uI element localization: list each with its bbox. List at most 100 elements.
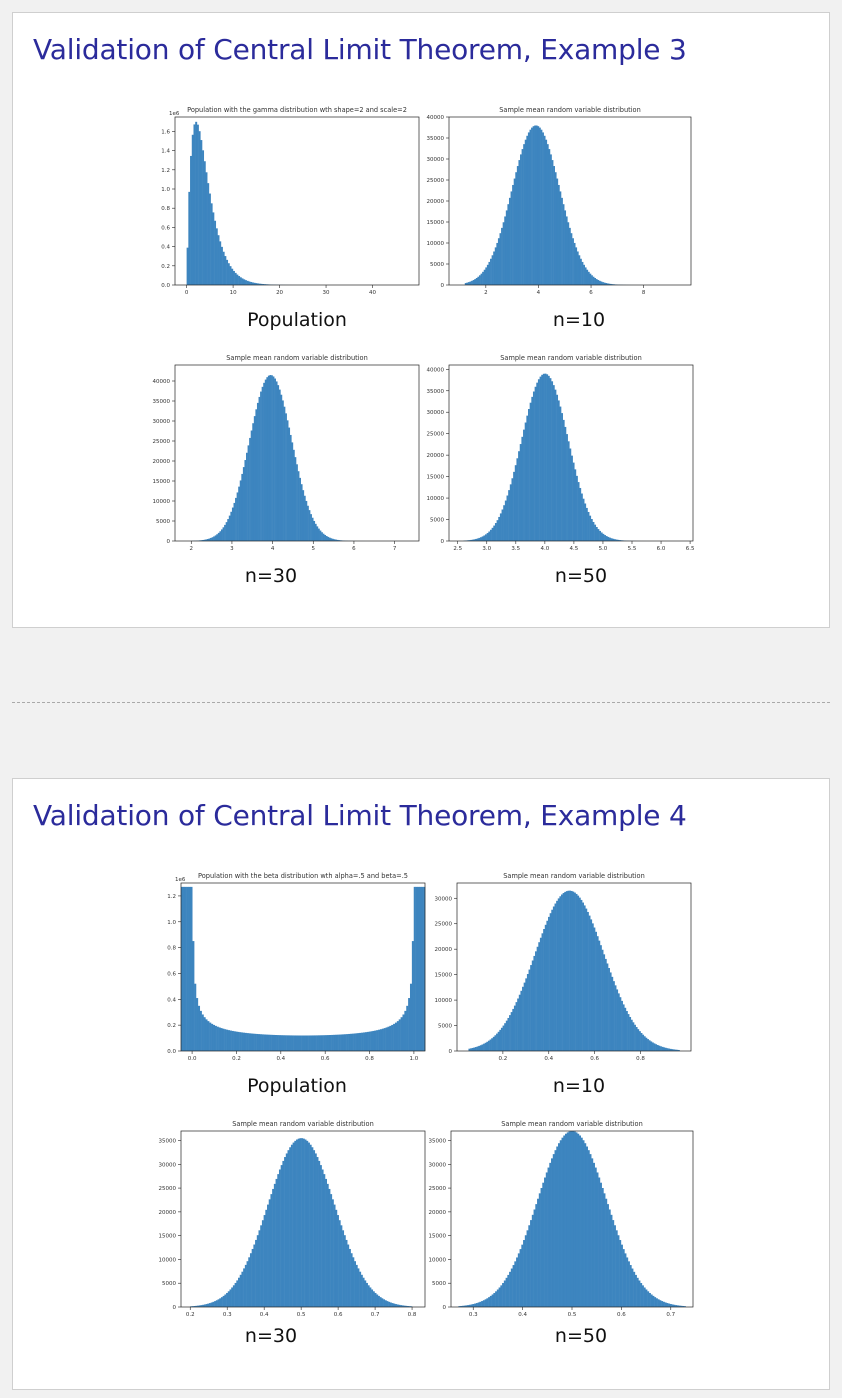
histogram-bar xyxy=(488,261,491,285)
histogram-bar xyxy=(369,1287,372,1307)
histogram-bar xyxy=(526,135,529,285)
histogram-bar xyxy=(556,900,559,1051)
histogram-bar xyxy=(458,1306,461,1307)
y-tick-label: 25000 xyxy=(435,922,453,928)
histogram-bar xyxy=(668,1048,671,1051)
histogram-bar xyxy=(528,408,530,541)
histogram-bar xyxy=(219,531,222,541)
histogram-bar xyxy=(193,1306,196,1307)
histogram-bar xyxy=(362,1277,365,1307)
histogram-bar xyxy=(466,282,469,285)
histogram-bar xyxy=(344,1034,347,1051)
histogram-bar xyxy=(600,532,603,541)
y-tick-label: 10000 xyxy=(435,998,453,1004)
histogram-bar xyxy=(264,379,267,541)
histogram-bar xyxy=(296,1139,298,1307)
histogram-bar xyxy=(617,539,620,541)
histogram-bar xyxy=(504,500,507,541)
x-tick-label: 3.0 xyxy=(482,546,491,552)
histogram-bar xyxy=(327,536,330,541)
histogram-bar xyxy=(260,1225,263,1307)
histogram-bar xyxy=(669,1304,672,1307)
chart-title: Population with the beta distribution wt… xyxy=(198,872,408,880)
histogram-bar xyxy=(235,497,237,541)
histogram-bar xyxy=(381,1028,384,1051)
histogram-bar xyxy=(554,389,557,541)
y-tick-label: 15000 xyxy=(153,479,171,485)
histogram-bar xyxy=(372,1030,375,1051)
histogram-bar xyxy=(473,539,476,541)
histogram-bar xyxy=(214,1025,217,1051)
histogram-bar xyxy=(211,1023,214,1051)
histogram-bar xyxy=(319,530,322,541)
histogram-bar xyxy=(556,394,559,541)
histogram-bar xyxy=(567,890,570,1051)
histogram-bar xyxy=(523,982,526,1051)
chart-beta-sample-mean-n10: Sample mean random variable distribution… xyxy=(421,867,693,1065)
histogram-bar xyxy=(500,1285,503,1307)
x-tick-label: 0.2 xyxy=(499,1056,508,1062)
histogram-bar xyxy=(186,886,189,1051)
histogram-bar xyxy=(589,1154,592,1307)
histogram-bar xyxy=(509,484,512,541)
histogram-bar xyxy=(533,1209,536,1307)
histogram-bar xyxy=(227,263,230,285)
histogram-bar xyxy=(572,1131,574,1307)
histogram-bar xyxy=(241,278,244,285)
histogram-bar xyxy=(481,1044,484,1051)
histogram-bar xyxy=(267,375,270,541)
histogram-bar xyxy=(602,533,605,541)
histogram-bar xyxy=(383,1028,386,1051)
histogram-bar xyxy=(335,1209,338,1307)
histogram-bar xyxy=(599,1182,602,1307)
histogram-bar xyxy=(236,492,239,541)
histogram-bar xyxy=(219,241,222,285)
histogram-bar xyxy=(595,931,597,1051)
x-tick-label: 2.5 xyxy=(453,546,462,552)
histogram-bar xyxy=(258,1230,261,1307)
histogram-bar xyxy=(261,1034,264,1051)
histogram-bar xyxy=(340,1225,343,1307)
histogram-bar xyxy=(220,529,223,541)
histogram-bar xyxy=(209,1022,212,1051)
histogram-bar xyxy=(386,1301,389,1307)
histogram-bar xyxy=(239,1274,242,1307)
y-tick-label: 1.4 xyxy=(161,149,170,155)
histogram-bar xyxy=(622,1249,625,1307)
histogram-bar xyxy=(551,381,554,541)
histogram-bar xyxy=(599,945,602,1051)
histogram-bar xyxy=(662,1301,665,1307)
histogram-bar xyxy=(300,484,303,541)
histogram-bar xyxy=(489,1295,492,1307)
histogram-bar xyxy=(557,898,560,1051)
histogram-bar xyxy=(475,277,478,285)
histogram-bar xyxy=(301,1035,304,1051)
histogram-bar xyxy=(558,1143,561,1307)
histogram-bar xyxy=(580,493,583,541)
histogram-bar xyxy=(643,1036,646,1051)
histogram-bar xyxy=(231,507,234,541)
histogram-bar xyxy=(594,1167,597,1307)
histogram-bar xyxy=(294,457,297,541)
histogram-bar xyxy=(535,1204,538,1307)
histogram-bar xyxy=(590,919,593,1051)
histogram-bar xyxy=(613,539,616,541)
histogram-bar xyxy=(400,1305,403,1307)
histogram-bar xyxy=(182,886,186,1051)
histogram-bar xyxy=(251,1248,254,1307)
histogram-bar xyxy=(222,251,225,285)
histogram-bar xyxy=(287,1035,291,1051)
histogram-bar xyxy=(518,451,520,541)
histogram-bar xyxy=(253,416,256,541)
histogram-bar xyxy=(524,139,527,285)
histogram-bar xyxy=(214,1301,217,1307)
histogram-bar xyxy=(527,132,530,285)
histogram-bar xyxy=(613,1225,616,1307)
histogram-bar xyxy=(583,264,585,285)
histogram-bar xyxy=(226,1029,229,1051)
histogram-bar xyxy=(255,283,258,285)
histogram-bar xyxy=(476,538,479,541)
x-tick-label: 5.0 xyxy=(599,546,608,552)
x-tick-label: 1.0 xyxy=(410,1056,419,1062)
histogram-bar xyxy=(658,1045,661,1051)
